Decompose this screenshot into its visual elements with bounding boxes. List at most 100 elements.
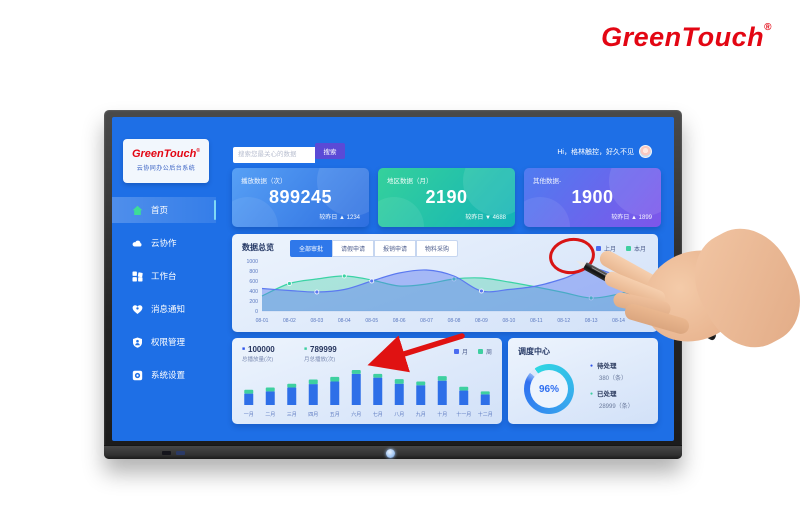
stat-card-value: 2190 xyxy=(425,187,468,207)
dispatch-item-pending: 待处理 380（条） xyxy=(590,360,627,382)
legend-dot-green xyxy=(477,349,483,354)
svg-text:200: 200 xyxy=(249,299,258,305)
svg-text:十二月: 十二月 xyxy=(478,411,493,418)
svg-text:八月: 八月 xyxy=(394,412,404,418)
svg-text:08-13: 08-13 xyxy=(585,318,598,324)
svg-text:三月: 三月 xyxy=(287,412,297,418)
area-chart[interactable]: 1000 800 600 400 200 0 08-01 08-02 08-03 08-04 08-… xyxy=(236,256,654,330)
front-port xyxy=(162,451,171,455)
svg-text:08-07: 08-07 xyxy=(420,318,433,324)
svg-text:1000: 1000 xyxy=(246,259,258,265)
stat-card-other-data[interactable]: 其他数据- 1900 较昨日 ▲ 1899 xyxy=(524,168,661,227)
svg-text:800: 800 xyxy=(249,269,258,275)
dispatch-donut-chart[interactable]: 96% xyxy=(524,364,574,414)
legend-month: 月 xyxy=(453,347,468,356)
svg-text:08-06: 08-06 xyxy=(393,318,406,324)
arm xyxy=(677,212,800,364)
heart-notification-icon xyxy=(132,304,143,314)
svg-text:08-04: 08-04 xyxy=(338,318,351,324)
svg-text:08-15: 08-15 xyxy=(640,318,653,324)
dispatch-value: 28999（条） xyxy=(599,404,634,410)
avatar[interactable] xyxy=(639,145,652,158)
sidebar-item-permissions[interactable]: 权限管理 xyxy=(112,329,216,355)
tab-expense-requests[interactable]: 报销申请 xyxy=(374,240,417,257)
sidebar-item-label: 首页 xyxy=(151,205,169,215)
sidebar-item-label: 权限管理 xyxy=(151,337,186,347)
stat-card-value: 1900 xyxy=(571,187,614,207)
workbench-grid-icon xyxy=(132,271,143,281)
brand-name: GreenTouch xyxy=(601,22,765,52)
svg-text:08-14: 08-14 xyxy=(612,318,625,324)
svg-text:08-03: 08-03 xyxy=(310,318,323,324)
stat-card-title: 其他数据- xyxy=(533,178,562,185)
tab-leave-requests[interactable]: 请假申请 xyxy=(332,240,375,257)
stat-month-plays: 789999 月总播放(次) xyxy=(304,345,337,363)
svg-text:08-12: 08-12 xyxy=(557,318,570,324)
monitor-chin xyxy=(104,445,682,459)
stat-card-compare: 较昨日 ▲ 1899 xyxy=(611,215,652,221)
svg-text:五月: 五月 xyxy=(330,412,340,418)
sidebar-item-settings[interactable]: 系统设置 xyxy=(112,362,216,388)
search-input[interactable] xyxy=(233,146,315,163)
svg-text:0: 0 xyxy=(255,309,258,315)
svg-text:一月: 一月 xyxy=(244,412,254,418)
search-button[interactable]: 搜索 xyxy=(315,143,345,159)
overview-legend: 上月 本月 xyxy=(595,244,646,253)
greeting: Hi，格林触控，好久不见 xyxy=(557,145,652,158)
dispatch-value: 380（条） xyxy=(599,376,628,382)
sidebar: GreenTouch® 云协同办公后台系统 首页 云协作 工作台 xyxy=(112,117,216,441)
legend-week: 周 xyxy=(477,347,492,356)
home-icon xyxy=(132,205,143,215)
search-box: 搜索 xyxy=(233,143,345,163)
svg-text:十月: 十月 xyxy=(437,411,447,418)
stat-total-plays: 100000 总播放量(次) xyxy=(242,345,275,363)
bar-chart[interactable]: 一月 二月 三月 四月 五月 六月 七月 八月 九月 十月 十一月 十二月 xyxy=(238,364,496,420)
dispatch-center-panel: 调度中心 96% 待处理 380（条） 已处理 28999（条） xyxy=(508,338,658,424)
tab-all-approvals[interactable]: 全部审批 xyxy=(290,240,333,257)
sidebar-item-label: 消息通知 xyxy=(151,304,186,314)
registered-mark: ® xyxy=(764,22,772,33)
settings-icon xyxy=(132,370,143,380)
overview-title: 数据总览 xyxy=(242,243,274,252)
stat-card-play-data[interactable]: 播放数据（次） 899245 较昨日 ▲ 1234 xyxy=(232,168,369,227)
stat-card-region-data[interactable]: 地区数据（月） 2190 较昨日 ▼ 4688 xyxy=(378,168,515,227)
dispatch-title: 调度中心 xyxy=(518,347,550,356)
sidebar-logo: GreenTouch® xyxy=(123,148,209,160)
donut-hole: 96% xyxy=(530,370,568,408)
sidebar-item-label: 工作台 xyxy=(151,271,177,281)
sidebar-item-home[interactable]: 首页 xyxy=(112,197,216,223)
svg-text:08-05: 08-05 xyxy=(365,318,378,324)
main-content: 搜索 Hi，格林触控，好久不见 播放数据（次） 899245 较昨日 ▲ 123… xyxy=(216,117,674,441)
sidebar-logo-reg: ® xyxy=(196,148,201,154)
svg-text:08-10: 08-10 xyxy=(502,318,515,324)
svg-text:六月: 六月 xyxy=(351,411,361,418)
legend-this-month: 本月 xyxy=(625,244,646,253)
sidebar-item-label: 系统设置 xyxy=(151,370,186,380)
sidebar-item-notifications[interactable]: 消息通知 xyxy=(112,296,216,322)
screen: GreenTouch® 云协同办公后台系统 首页 云协作 工作台 xyxy=(112,117,674,441)
monitor-frame: GreenTouch® 云协同办公后台系统 首页 云协作 工作台 xyxy=(104,110,682,459)
data-overview-panel: 数据总览 全部审批 请假申请 报销申请 物料采购 上月 本月 1000 800 60… xyxy=(232,234,658,332)
monthly-play-panel: 100000 总播放量(次) 789999 月总播放(次) 月 周 一月 二月 三月… xyxy=(232,338,502,424)
sidebar-item-workbench[interactable]: 工作台 xyxy=(112,263,216,289)
svg-text:四月: 四月 xyxy=(308,412,318,418)
overview-tabs: 全部审批 请假申请 报销申请 物料采购 xyxy=(290,240,459,257)
home-button[interactable] xyxy=(386,449,395,458)
tab-material-purchase[interactable]: 物料采购 xyxy=(416,240,459,257)
stat-value: 789999 xyxy=(304,345,337,354)
stat-card-compare: 较昨日 ▲ 1234 xyxy=(319,215,360,221)
stat-card-value: 899245 xyxy=(268,187,333,207)
svg-text:08-09: 08-09 xyxy=(475,318,488,324)
stat-card-title: 播放数据（次） xyxy=(241,178,287,185)
svg-text:七月: 七月 xyxy=(373,411,383,418)
svg-text:08-08: 08-08 xyxy=(448,318,461,324)
stat-label: 月总播放(次) xyxy=(304,357,336,363)
greentouch-logo: GreenTouch® xyxy=(601,22,772,53)
stat-value: 100000 xyxy=(242,345,275,354)
cloud-icon xyxy=(132,240,142,247)
shield-user-icon xyxy=(133,337,142,348)
dispatch-label: 待处理 xyxy=(590,360,627,370)
donut-percent: 96% xyxy=(538,383,559,395)
sidebar-item-cloud-collab[interactable]: 云协作 xyxy=(112,230,216,256)
